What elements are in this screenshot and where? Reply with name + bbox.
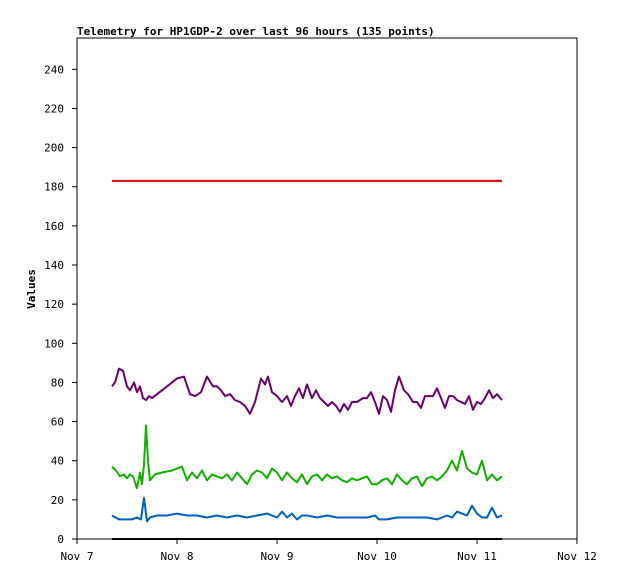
x-tick-label: Nov 12	[557, 550, 597, 563]
y-axis-label: Values	[25, 269, 38, 309]
y-tick-label: 0	[57, 533, 64, 546]
y-tick-label: 140	[44, 259, 64, 272]
y-tick-label: 20	[51, 494, 64, 507]
chart-title: Telemetry for HP1GDP-2 over last 96 hour…	[77, 25, 435, 38]
x-tick-label: Nov 11	[457, 550, 497, 563]
y-tick-label: 40	[51, 455, 64, 468]
y-tick-label: 240	[44, 63, 64, 76]
y-tick-label: 60	[51, 416, 64, 429]
y-tick-label: 180	[44, 181, 64, 194]
series-line-2	[111, 424, 503, 490]
y-tick-label: 220	[44, 102, 64, 115]
y-tick-label: 120	[44, 298, 64, 311]
y-tick-label: 80	[51, 376, 64, 389]
x-axis: Nov 7 Nov 8 Nov 9 Nov 10 Nov 11 Nov 12	[60, 539, 597, 563]
x-tick-label: Nov 8	[160, 550, 193, 563]
y-tick-label: 160	[44, 220, 64, 233]
x-tick-label: Nov 9	[260, 550, 293, 563]
y-axis: 0 20 40 60 80 100 120 140 160 180 200 220 240	[44, 63, 77, 546]
series-line-3	[111, 496, 503, 523]
y-tick-label: 200	[44, 142, 64, 155]
y-tick-label: 100	[44, 337, 64, 350]
x-tick-label: Nov 7	[60, 550, 93, 563]
x-tick-label: Nov 10	[357, 550, 397, 563]
series-line-1	[111, 367, 503, 415]
series-layer	[111, 179, 503, 540]
